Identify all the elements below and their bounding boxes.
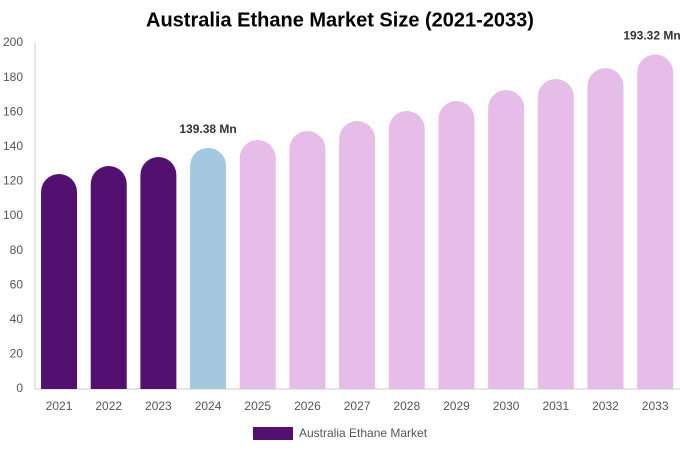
x-tick-label: 2024: [195, 399, 222, 413]
x-tick-label: 2021: [46, 399, 73, 413]
x-tick-label: 2031: [542, 399, 569, 413]
x-tick-label: 2033: [642, 399, 669, 413]
bar: [488, 90, 525, 390]
x-tick-label: 2027: [344, 399, 371, 413]
y-tick-label: 180: [3, 70, 23, 84]
x-tick-label: 2023: [145, 399, 172, 413]
chart-title: Australia Ethane Market Size (2021-2033): [146, 9, 534, 31]
x-tick-label: 2026: [294, 399, 321, 413]
x-tick-label: 2028: [393, 399, 420, 413]
x-tick-label: 2022: [95, 399, 122, 413]
x-tick-label: 2030: [493, 399, 520, 413]
bar: [289, 131, 326, 389]
y-tick-label: 140: [3, 139, 23, 153]
bar: [438, 100, 475, 389]
y-tick-label: 0: [16, 381, 23, 395]
data-label: 139.38 Mn: [179, 122, 236, 136]
y-tick-label: 160: [3, 104, 23, 118]
data-label: 193.32 Mn: [623, 29, 680, 43]
x-tick-label: 2029: [443, 399, 470, 413]
y-tick-label: 200: [3, 35, 23, 49]
bar: [190, 147, 227, 389]
y-tick-label: 60: [10, 277, 24, 291]
y-tick-label: 120: [3, 174, 23, 188]
bar: [637, 54, 674, 389]
y-tick-label: 40: [10, 312, 24, 326]
bar: [537, 78, 574, 389]
y-tick-label: 100: [3, 208, 23, 222]
bar: [41, 173, 78, 389]
bar: [339, 121, 376, 389]
legend-swatch: [253, 427, 293, 440]
y-tick-label: 20: [10, 347, 24, 361]
bar: [90, 166, 127, 389]
y-tick-label: 80: [10, 243, 24, 257]
legend-label: Australia Ethane Market: [299, 426, 428, 440]
bar: [140, 157, 177, 389]
x-tick-label: 2032: [592, 399, 619, 413]
bar: [239, 140, 276, 389]
x-tick-label: 2025: [244, 399, 271, 413]
bar: [587, 68, 624, 390]
bar: [388, 110, 425, 389]
